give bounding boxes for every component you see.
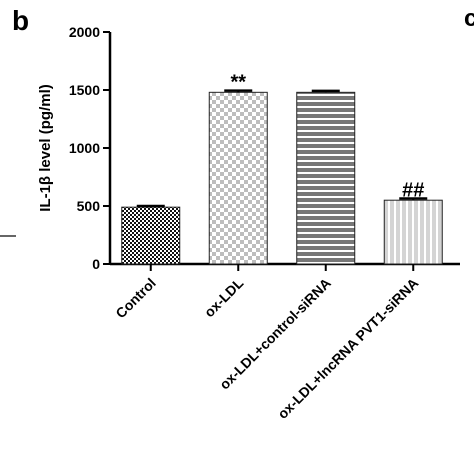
x-tick-label: ox-LDL+lncRNA PVT1-siRNA (274, 275, 421, 422)
significance-label: ** (230, 72, 246, 94)
adjacent-panel-label: c (464, 5, 474, 32)
y-tick-label: 0 (92, 256, 100, 272)
significance-label: ## (402, 179, 424, 201)
bar (296, 91, 356, 265)
y-tick-label: 500 (77, 198, 101, 214)
y-tick-label: 2000 (69, 24, 100, 40)
plot-area: 0500100015002000Control**ox-LDLox-LDL+co… (69, 24, 460, 422)
bar (208, 91, 268, 265)
y-tick-label: 1500 (69, 82, 100, 98)
x-tick-label: ox-LDL (201, 274, 247, 320)
y-axis-label: IL-1β level (pg/ml) (37, 84, 54, 212)
bar (121, 206, 181, 265)
panel-label: b (12, 5, 29, 36)
x-tick-label: Control (112, 275, 159, 322)
y-tick-label: 1000 (69, 140, 100, 156)
bar (383, 199, 443, 265)
